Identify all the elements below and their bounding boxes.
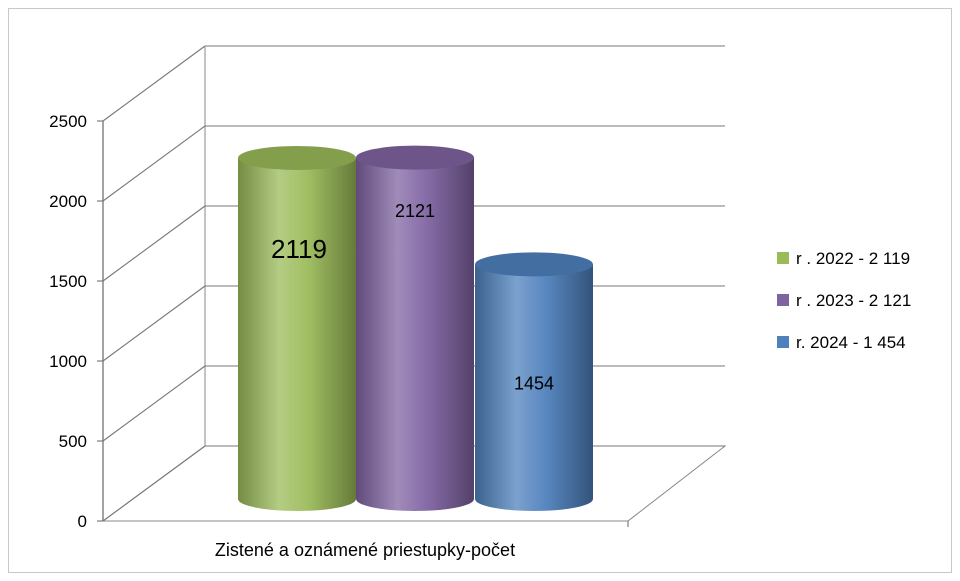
y-tick-label: 500 <box>59 432 87 451</box>
bar-2: 2121 <box>356 145 474 511</box>
bar-1: 2119 <box>238 145 356 511</box>
y-tick-label: 0 <box>78 512 87 531</box>
legend-swatch <box>777 336 789 348</box>
legend-item: r. 2024 - 1 454 <box>777 333 906 352</box>
bars: 2119 2121 1454 <box>238 145 593 511</box>
legend-label: r. 2024 - 1 454 <box>796 333 906 352</box>
legend: r . 2022 - 2 119 r . 2023 - 2 121 r. 2024 … <box>777 249 911 352</box>
gridline-diagonal <box>102 365 206 442</box>
y-tick-label: 2000 <box>49 192 87 211</box>
legend-swatch <box>777 294 789 306</box>
legend-swatch <box>777 252 789 264</box>
bar-body <box>475 264 593 511</box>
bar-data-label: 2121 <box>395 201 435 221</box>
x-category-label: Zistené a oznámené priestupky-počet <box>215 540 515 560</box>
legend-label: r . 2023 - 2 121 <box>796 291 911 310</box>
bar-top <box>475 252 593 277</box>
bar-body <box>238 157 356 511</box>
legend-item: r . 2022 - 2 119 <box>777 249 910 268</box>
bar-body <box>356 157 474 511</box>
y-tick-label: 1000 <box>49 352 87 371</box>
gridline-diagonal <box>102 445 206 522</box>
y-tick-label: 2500 <box>49 112 87 131</box>
x-axis: Zistené a oznámené priestupky-počet <box>215 540 515 560</box>
legend-label: r . 2022 - 2 119 <box>796 249 910 268</box>
bar-3: 1454 <box>475 252 593 511</box>
bar-top <box>238 145 356 170</box>
bar-top <box>356 145 474 170</box>
y-tick-label: 1500 <box>49 272 87 291</box>
bar-data-label: 2119 <box>271 234 327 264</box>
y-axis: 0 500 1000 1500 2000 2500 <box>49 112 629 531</box>
gridline-diagonal <box>102 285 206 362</box>
gridline-diagonal <box>102 125 206 202</box>
gridline-diagonal <box>102 45 206 122</box>
gridline-diagonal <box>102 205 206 282</box>
legend-item: r . 2023 - 2 121 <box>777 291 911 310</box>
bar-data-label: 1454 <box>514 374 554 394</box>
